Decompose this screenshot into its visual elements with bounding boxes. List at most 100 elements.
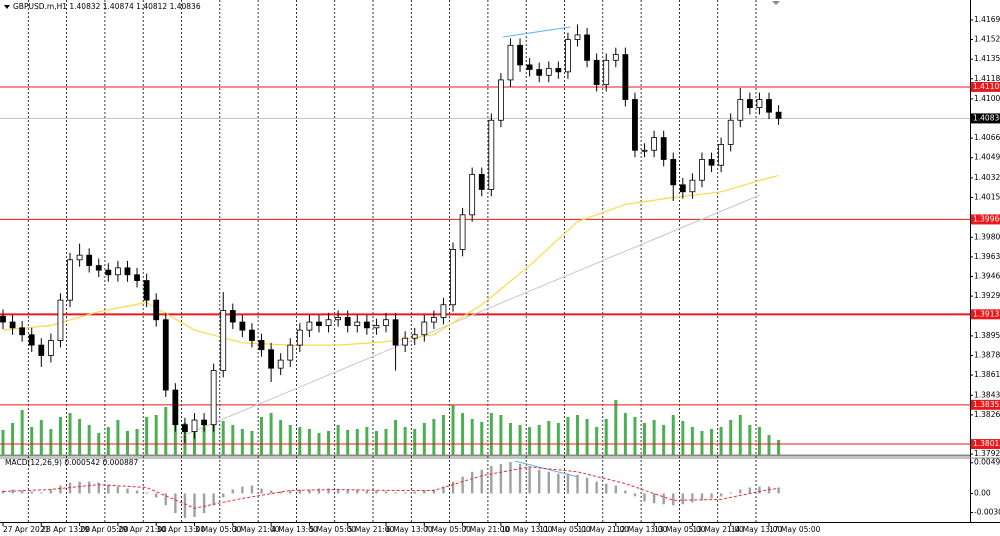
moving-average-line: [2, 175, 779, 346]
candle-body: [612, 54, 619, 61]
volume-bar: [623, 413, 627, 455]
x-tick-label: 11 May 05:00: [539, 525, 591, 534]
macd-bar: [413, 491, 416, 494]
candle-body: [335, 317, 342, 321]
volume-bar: [499, 415, 503, 455]
candle-body: [28, 334, 35, 346]
candle-body: [536, 69, 543, 76]
candle-body: [727, 119, 734, 145]
candle-body: [584, 34, 590, 61]
volume-bar: [355, 429, 359, 455]
y-tick-label: 1.40495: [974, 153, 1000, 162]
macd-bar: [174, 493, 177, 514]
y-tick-label: 1.38435: [974, 390, 1000, 399]
candle-body: [670, 159, 677, 186]
volume-bar: [461, 413, 465, 455]
macd-bar: [155, 493, 158, 498]
macd-bar: [356, 489, 359, 494]
macd-bar: [394, 492, 397, 494]
volume-bar: [30, 427, 34, 455]
volume-bar: [365, 427, 369, 455]
volume-bar: [116, 420, 120, 455]
macd-bar: [193, 493, 196, 518]
macd-bar: [700, 493, 704, 501]
macd-bar: [432, 489, 436, 494]
volume-bar: [681, 421, 685, 455]
volume-bar: [422, 423, 426, 455]
volume-bar: [327, 431, 331, 455]
candle-body: [95, 265, 102, 271]
y-tick-label: 1.41520: [974, 35, 1000, 44]
volume-bar: [690, 427, 694, 455]
volume-bar: [49, 429, 53, 455]
x-tick-label: 30 Apr 13:00: [156, 525, 205, 534]
x-tick-label: 7 May 05:00: [424, 525, 471, 534]
volume-bar: [221, 421, 225, 455]
macd-bar: [183, 493, 187, 519]
macd-bar: [289, 490, 292, 494]
candle-body: [392, 319, 399, 346]
volume-bar: [307, 429, 311, 455]
y-tick-label: 1.39465: [974, 272, 1000, 281]
x-tick-label: 29 Apr 05:00: [80, 525, 129, 534]
macd-bar: [40, 492, 43, 494]
macd-bar: [566, 473, 570, 494]
volume-bar: [508, 423, 512, 455]
macd-bar: [365, 490, 369, 494]
macd-bar: [652, 493, 656, 504]
volume-bar: [1, 430, 5, 455]
candle-body: [718, 144, 725, 166]
candle-body: [277, 359, 284, 369]
level-label-bg: [971, 399, 1000, 410]
candle-body: [86, 254, 93, 266]
macd-bar: [241, 486, 244, 494]
candle-body: [0, 315, 6, 323]
y-tick-label: 1.41690: [974, 15, 1000, 24]
volume-bar: [68, 413, 72, 455]
volume-bar: [374, 431, 378, 455]
candle-body: [287, 344, 294, 361]
candle-body: [19, 327, 26, 336]
candle-body: [210, 370, 217, 426]
macd-bar: [346, 489, 349, 494]
macd-bar: [538, 469, 541, 494]
candle-body: [766, 99, 772, 113]
y-tick-label: 1.41180: [974, 74, 1000, 83]
volume-bar: [604, 419, 608, 455]
volume-bar: [595, 427, 599, 455]
macd-bar: [135, 490, 139, 494]
macd-bar: [308, 489, 311, 494]
macd-bar: [423, 490, 426, 494]
macd-bar: [212, 493, 215, 506]
volume-bar: [125, 431, 129, 455]
macd-bar: [317, 488, 321, 494]
volume-bar: [145, 417, 149, 455]
macd-bar: [87, 481, 91, 494]
macd-bar: [107, 484, 110, 494]
candle-body: [38, 344, 45, 356]
volume-bar: [279, 420, 283, 455]
candle-body: [555, 67, 562, 73]
grid: [27, 0, 757, 522]
candle-body: [115, 267, 121, 276]
y-tick-label: 1.41005: [974, 94, 1000, 103]
macd-bar: [739, 489, 742, 494]
volume-bar: [556, 423, 560, 455]
volume-bar: [662, 425, 666, 455]
y-tick-label: 1.40320: [974, 173, 1000, 182]
volume-bar: [528, 427, 532, 455]
x-tick-label: 6 May 13:00: [386, 525, 433, 534]
macd-bar: [20, 490, 24, 494]
x-tick-label: 29 Apr 21:00: [118, 525, 167, 534]
volume-bar: [106, 427, 110, 455]
y-tick-label: 1.37925: [974, 449, 1000, 458]
volume-bar: [633, 417, 637, 455]
candle-body: [143, 280, 150, 301]
candle-body: [450, 249, 456, 306]
candle-body: [497, 79, 504, 121]
y-tick-label: 1.38780: [974, 350, 1000, 359]
y-tick-label: 1.39635: [974, 252, 1000, 261]
candle-body: [249, 329, 255, 341]
macd-bar: [1, 490, 5, 494]
